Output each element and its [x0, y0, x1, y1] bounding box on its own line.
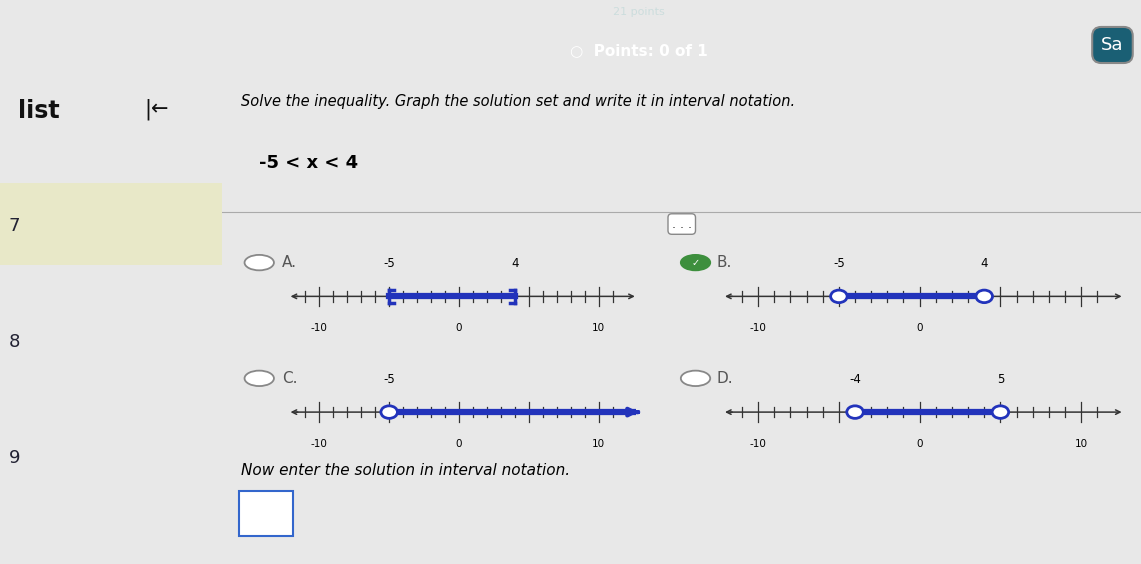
Text: -4: -4	[849, 373, 861, 386]
Text: -5: -5	[833, 257, 844, 270]
Text: -5: -5	[383, 257, 395, 270]
Text: 9: 9	[9, 449, 21, 467]
Circle shape	[244, 371, 274, 386]
Text: 4: 4	[511, 257, 519, 270]
Text: |←: |←	[145, 99, 169, 120]
Text: list: list	[18, 99, 59, 122]
Ellipse shape	[847, 406, 864, 418]
Text: 7: 7	[9, 218, 21, 235]
Text: ✓: ✓	[691, 258, 699, 267]
FancyBboxPatch shape	[0, 183, 222, 265]
Ellipse shape	[976, 290, 993, 303]
Text: . . .: . . .	[672, 218, 691, 231]
Circle shape	[244, 255, 274, 270]
Text: 8: 8	[9, 333, 21, 351]
Text: Solve the inequality. Graph the solution set and write it in interval notation.: Solve the inequality. Graph the solution…	[241, 94, 795, 109]
Text: 5: 5	[997, 373, 1004, 386]
Text: B.: B.	[717, 255, 733, 270]
Text: D.: D.	[717, 371, 734, 386]
Text: 10: 10	[592, 439, 605, 448]
Text: C.: C.	[282, 371, 298, 386]
Circle shape	[681, 255, 710, 270]
Text: 0: 0	[455, 323, 462, 333]
Circle shape	[681, 371, 710, 386]
FancyBboxPatch shape	[238, 491, 293, 536]
Text: -10: -10	[310, 439, 327, 448]
Text: -10: -10	[750, 323, 767, 333]
Text: 0: 0	[916, 439, 923, 448]
Text: -5: -5	[383, 373, 395, 386]
Ellipse shape	[381, 406, 397, 418]
Text: 0: 0	[455, 439, 462, 448]
Text: -5 < x < 4: -5 < x < 4	[259, 154, 358, 172]
Text: Now enter the solution in interval notation.: Now enter the solution in interval notat…	[241, 462, 570, 478]
Text: -10: -10	[750, 439, 767, 448]
Text: ○  Points: 0 of 1: ○ Points: 0 of 1	[570, 43, 707, 58]
Text: 21 points: 21 points	[613, 7, 665, 17]
Text: Sa: Sa	[1101, 36, 1124, 54]
Text: -10: -10	[310, 323, 327, 333]
Ellipse shape	[993, 406, 1009, 418]
Text: 4: 4	[980, 257, 988, 270]
Text: 10: 10	[592, 323, 605, 333]
Ellipse shape	[831, 290, 847, 303]
Text: A.: A.	[282, 255, 297, 270]
Text: 10: 10	[1075, 439, 1087, 448]
Text: 0: 0	[916, 323, 923, 333]
